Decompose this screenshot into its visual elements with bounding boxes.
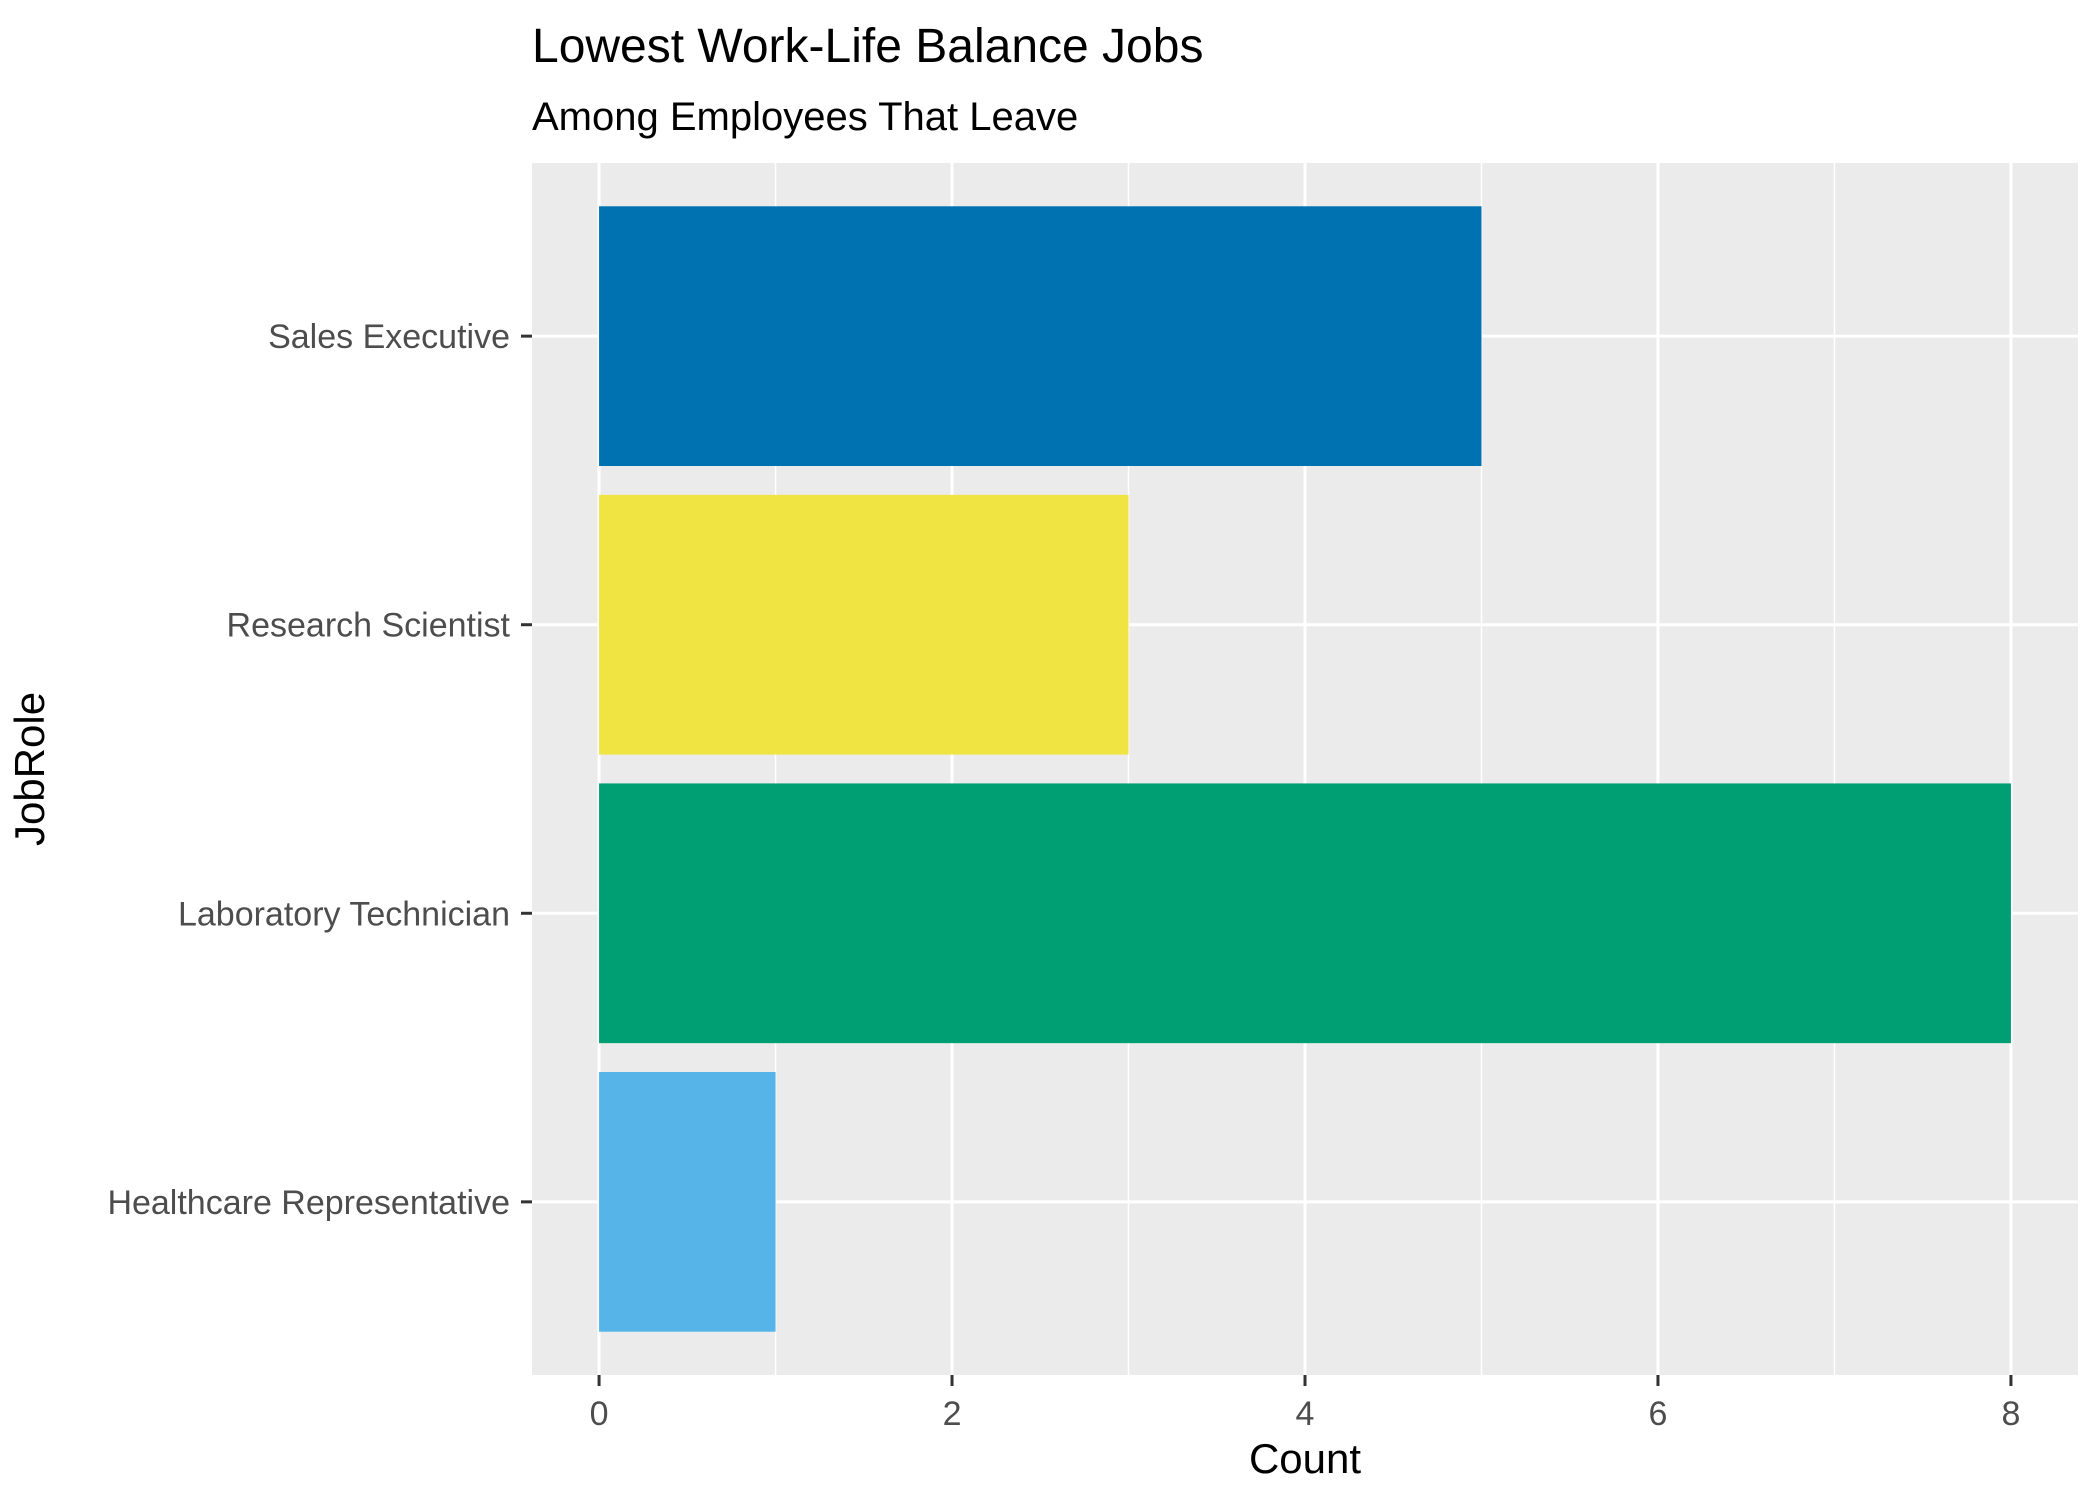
bar	[599, 206, 1482, 467]
bars	[599, 206, 2011, 1332]
bar	[599, 1072, 776, 1332]
x-tick-label: 2	[943, 1395, 962, 1433]
x-axis: 0 2 4 6 8	[590, 1375, 2020, 1433]
bar	[599, 783, 2011, 1044]
y-tick-label: Sales Executive	[268, 318, 510, 356]
y-tick-label: Laboratory Technician	[178, 895, 510, 933]
chart-subtitle: Among Employees That Leave	[532, 95, 1078, 139]
x-tick-label: 0	[590, 1395, 609, 1433]
x-axis-title: Count	[1249, 1435, 1361, 1482]
bar	[599, 494, 1129, 755]
y-axis-title: JobRole	[6, 692, 53, 846]
x-tick-label: 4	[1296, 1395, 1315, 1433]
x-tick-label: 8	[2001, 1395, 2020, 1433]
y-axis: Sales Executive Research Scientist Laborat…	[107, 318, 532, 1222]
x-tick-label: 6	[1649, 1395, 1668, 1433]
y-tick-label: Healthcare Representative	[107, 1184, 510, 1222]
chart-title: Lowest Work-Life Balance Jobs	[532, 20, 1203, 73]
y-tick-label: Research Scientist	[227, 607, 511, 645]
